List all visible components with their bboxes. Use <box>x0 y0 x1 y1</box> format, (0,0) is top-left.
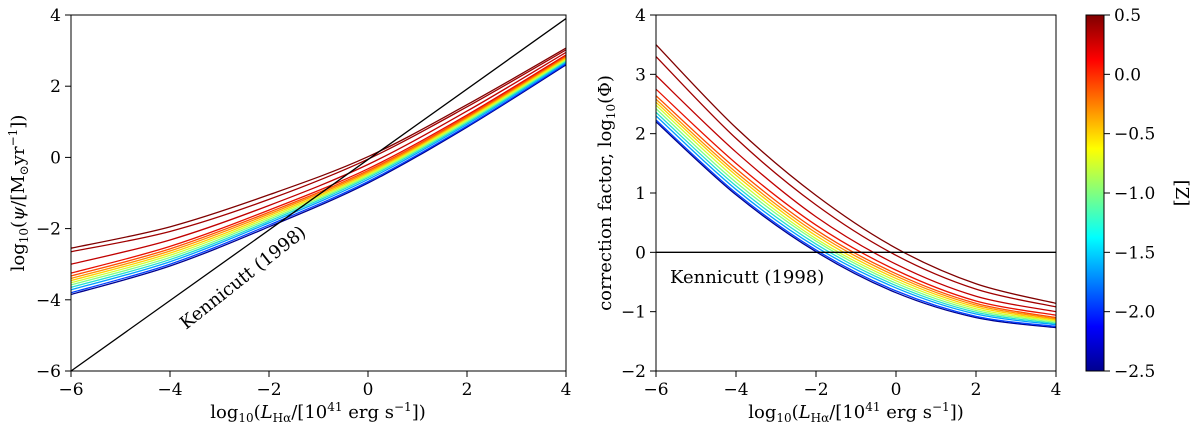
left-y-axis-label: log10(ψ/[M⊙yr−1]) <box>6 115 31 272</box>
left-y-tick-label: 0 <box>50 148 61 168</box>
right-x-tick-label: −2 <box>803 380 828 400</box>
right-series-line <box>656 95 1056 319</box>
left-y-tick-label: −6 <box>36 362 61 382</box>
left-x-tick-label: −2 <box>256 380 281 400</box>
right-y-tick-label: 3 <box>635 65 646 85</box>
left-series-line <box>71 58 566 284</box>
colorbar-tick-label: −2.0 <box>1114 303 1155 323</box>
left-axis-ticks: −6 −4 −2 0 2 4 −6 −4 −2 0 2 4 <box>36 6 571 400</box>
left-x-tick-label: −6 <box>58 380 83 400</box>
right-series-line <box>656 104 1056 322</box>
colorbar-tick-label: −1.0 <box>1114 184 1155 204</box>
right-series-line <box>656 101 1056 321</box>
left-y-tick-label: 4 <box>50 6 61 26</box>
left-kennicutt-line <box>71 18 566 371</box>
left-plot-lines <box>71 18 566 371</box>
right-y-tick-label: 1 <box>635 184 646 204</box>
left-series-line <box>71 55 566 277</box>
right-series-line <box>656 75 1056 313</box>
right-x-axis-label: log10(LHα/[1041 erg s−1]) <box>748 400 963 425</box>
left-series-line <box>71 60 566 288</box>
right-series-line <box>656 88 1056 316</box>
right-y-tick-label: −2 <box>621 362 646 382</box>
left-series-line <box>71 47 566 249</box>
colorbar-tick-label: −0.5 <box>1114 125 1155 145</box>
left-series-line <box>71 57 566 282</box>
right-series-line <box>656 56 1056 308</box>
colorbar-gradient <box>1085 14 1105 372</box>
left-y-tick-label: −2 <box>36 220 61 240</box>
colorbar-ticks: −2.5 −2.0 −1.5 −1.0 −0.5 0.0 0.5 <box>1104 6 1155 382</box>
colorbar-tick-label: 0.0 <box>1114 65 1141 85</box>
left-y-tick-label: 2 <box>50 77 61 97</box>
right-series-line <box>656 44 1056 304</box>
left-series-line <box>71 59 566 286</box>
left-series-line <box>71 63 566 294</box>
left-x-tick-label: 2 <box>462 380 473 400</box>
colorbar: −2.5 −2.0 −1.5 −1.0 −0.5 0.0 0.5 [Z] <box>1085 6 1192 382</box>
right-x-tick-label: −6 <box>643 380 668 400</box>
left-series-line <box>71 51 566 265</box>
left-series-line <box>71 54 566 274</box>
right-y-tick-label: 2 <box>635 125 646 145</box>
colorbar-tick-label: −1.5 <box>1114 243 1155 263</box>
right-x-tick-label: 2 <box>971 380 982 400</box>
right-y-tick-label: −1 <box>621 303 646 323</box>
right-kennicutt-annotation: Kennicutt (1998) <box>670 267 824 288</box>
colorbar-tick-label: 0.5 <box>1114 6 1141 26</box>
left-x-tick-label: 0 <box>363 380 374 400</box>
left-y-tick-label: −4 <box>36 291 61 311</box>
right-series-line <box>656 111 1056 325</box>
right-series-line <box>656 115 1056 326</box>
left-panel: −6 −4 −2 0 2 4 −6 −4 −2 0 2 4 Kennicutt (1998) log1… <box>6 6 571 425</box>
right-axis-ticks: −6 −4 −2 0 2 4 −2 −1 0 1 2 3 4 <box>621 6 1061 400</box>
right-y-tick-label: 0 <box>635 243 646 263</box>
left-plot-frame <box>70 14 567 372</box>
right-series-line <box>656 119 1056 328</box>
left-series-line <box>71 64 566 296</box>
right-series-line <box>656 108 1056 323</box>
right-panel: −6 −4 −2 0 2 4 −2 −1 0 1 2 3 4 Kennicutt (1998) log1… <box>595 6 1061 425</box>
left-x-tick-label: −4 <box>157 380 182 400</box>
right-x-tick-label: −4 <box>723 380 748 400</box>
colorbar-tick-label: −2.5 <box>1114 362 1155 382</box>
left-series-line <box>71 61 566 291</box>
left-kennicutt-annotation: Kennicutt (1998) <box>176 222 310 334</box>
right-x-tick-label: 0 <box>891 380 902 400</box>
colorbar-label: [Z] <box>1171 180 1192 207</box>
right-y-tick-label: 4 <box>635 6 646 26</box>
right-y-axis-label: correction factor, log10(Φ) <box>595 75 618 311</box>
left-x-axis-label: log10(LHα/[1041 erg s−1]) <box>210 400 425 425</box>
right-x-tick-label: 4 <box>1051 380 1062 400</box>
left-series-line <box>71 49 566 253</box>
right-plot-lines <box>656 44 1056 329</box>
left-x-tick-label: 4 <box>561 380 572 400</box>
right-series-line <box>656 121 1056 329</box>
